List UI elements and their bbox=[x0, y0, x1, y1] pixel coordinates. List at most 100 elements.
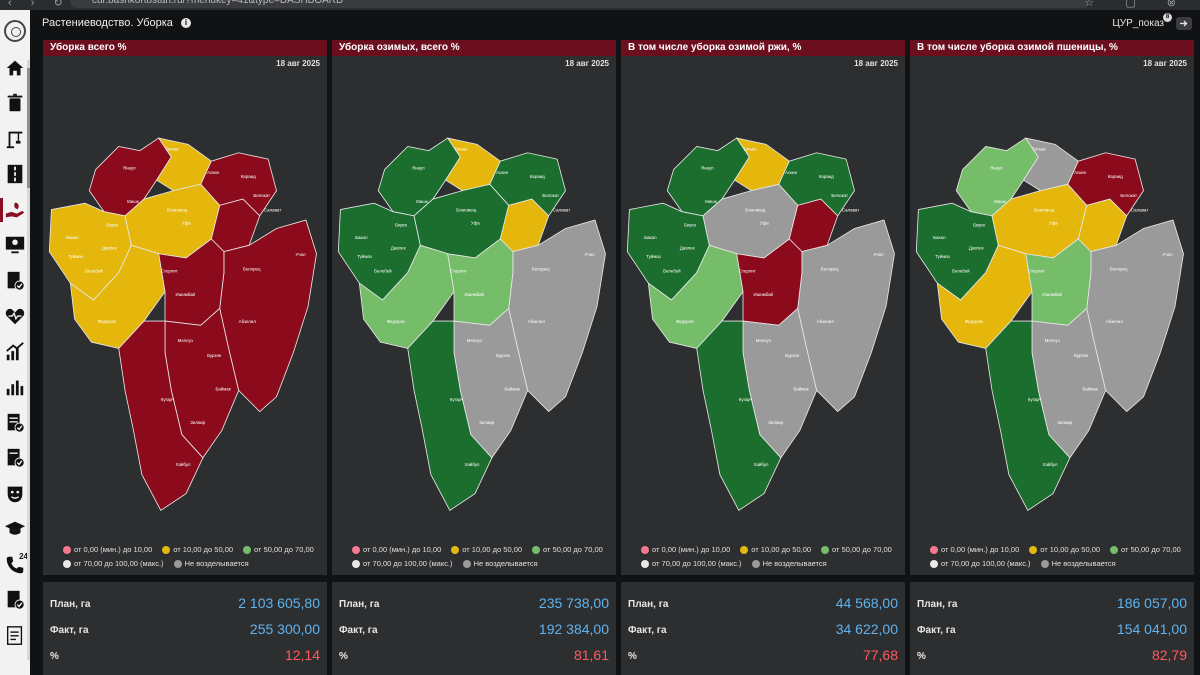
region-label: Учал bbox=[584, 252, 595, 257]
legend-item[interactable]: от 70,00 до 100,00 (макс.) bbox=[63, 559, 164, 568]
region-map[interactable]: Янаул Татыш Аскин Караид Белокат Салават Бакал… bbox=[332, 110, 616, 530]
region-label: Белокат bbox=[253, 193, 270, 198]
legend-dot-icon bbox=[352, 559, 360, 568]
document-check-icon[interactable] bbox=[0, 263, 30, 299]
region-label: Бирск bbox=[106, 222, 118, 227]
legend-item[interactable]: от 10,00 до 50,00 bbox=[451, 545, 522, 554]
legend-item[interactable]: Не возделывается bbox=[462, 559, 538, 568]
map-zone-s[interactable] bbox=[407, 320, 493, 511]
legend-label: Не возделывается bbox=[1051, 559, 1116, 568]
theater-mask-icon[interactable] bbox=[0, 476, 30, 512]
region-label: Бакал bbox=[644, 235, 657, 240]
stat-value: 12,14 bbox=[284, 647, 320, 663]
legend-item[interactable]: от 70,00 до 100,00 (макс.) bbox=[641, 559, 742, 568]
emblem-logo[interactable] bbox=[4, 20, 26, 42]
trash-bin-icon[interactable] bbox=[0, 86, 30, 122]
stat-label: План, га bbox=[917, 599, 958, 610]
legend-label: от 0,00 (мин.) до 10,00 bbox=[363, 545, 442, 554]
legend-item[interactable]: Не возделывается bbox=[751, 559, 827, 568]
legend-dot-icon bbox=[641, 545, 649, 554]
stats-card-1: План, га 2 103 605,80 Факт, га 255 300,00% 1… bbox=[43, 582, 327, 675]
heart-pulse-icon[interactable] bbox=[0, 299, 30, 335]
info-icon[interactable]: i bbox=[180, 18, 191, 28]
region-label: Белорец bbox=[532, 267, 550, 272]
legend-dot-icon bbox=[641, 559, 649, 568]
legend-item[interactable]: от 0,00 (мин.) до 10,00 bbox=[641, 545, 730, 554]
bar-chart-icon[interactable] bbox=[0, 370, 30, 406]
map-zone-sc[interactable] bbox=[158, 238, 225, 326]
region-label: Белорец bbox=[1110, 267, 1128, 272]
home-icon[interactable] bbox=[0, 50, 30, 86]
legend-label: от 70,00 до 100,00 (макс.) bbox=[941, 559, 1031, 568]
map-panel-2: Уборка озимых, всего % 18 авг 2025 Янаул Та… bbox=[332, 40, 616, 575]
stat-label: Факт, га bbox=[339, 625, 378, 636]
region-map[interactable]: Янаул Татыш Аскин Караид Белокат Салават Бакал… bbox=[621, 110, 905, 530]
graduation-cap-icon[interactable] bbox=[0, 512, 30, 548]
region-label: Бурзян bbox=[785, 353, 800, 358]
map-zone-sc[interactable] bbox=[1025, 238, 1092, 326]
legend-item[interactable]: от 50,00 до 70,00 bbox=[821, 545, 892, 554]
region-label: Салават bbox=[553, 208, 570, 213]
road-icon[interactable] bbox=[0, 157, 30, 193]
logout-button[interactable] bbox=[1176, 17, 1192, 30]
region-label: Белебей bbox=[952, 268, 970, 274]
report-check-icon[interactable] bbox=[0, 441, 30, 477]
region-label: Бурзян bbox=[207, 353, 222, 358]
legend-item[interactable]: от 70,00 до 100,00 (макс.) bbox=[930, 559, 1031, 568]
legend-item[interactable]: Не возделывается bbox=[1040, 559, 1116, 568]
legend-item[interactable]: от 10,00 до 50,00 bbox=[740, 545, 811, 554]
legend-label: от 10,00 до 50,00 bbox=[751, 545, 812, 554]
browser-action-icons[interactable]: ☆ ▢ ⊗ bbox=[1084, 0, 1190, 9]
sidebar-scrollbar-thumb[interactable] bbox=[27, 68, 30, 188]
approval-doc-icon[interactable] bbox=[0, 583, 30, 619]
map-zone-sc[interactable] bbox=[736, 238, 803, 326]
region-label: Янаул bbox=[123, 166, 136, 171]
region-label: Ишимбай bbox=[465, 291, 485, 297]
legend-dot-icon bbox=[930, 559, 938, 568]
region-label: Зилаир bbox=[1057, 420, 1073, 425]
phone-24-icon[interactable]: 24 bbox=[0, 547, 30, 583]
legend-item[interactable]: Не возделывается bbox=[173, 559, 249, 568]
legend-item[interactable]: от 10,00 до 50,00 bbox=[162, 545, 233, 554]
legend-item[interactable]: от 0,00 (мин.) до 10,00 bbox=[352, 545, 441, 554]
stat-label: Факт, га bbox=[50, 625, 89, 636]
legend-label: от 10,00 до 50,00 bbox=[1040, 545, 1101, 554]
stat-row-pct: % 81,61 bbox=[332, 643, 616, 669]
construction-crane-icon[interactable] bbox=[0, 121, 30, 157]
region-label: Салават bbox=[842, 208, 859, 213]
map-zone-s[interactable] bbox=[118, 320, 204, 511]
region-label: Давлек bbox=[680, 246, 695, 251]
hotline-24-label: 24 bbox=[19, 552, 28, 561]
legend-item[interactable]: от 50,00 до 70,00 bbox=[532, 545, 603, 554]
agriculture-hand-icon[interactable] bbox=[0, 192, 30, 228]
legend-item[interactable]: от 0,00 (мин.) до 10,00 bbox=[63, 545, 152, 554]
sidebar-scrollbar-track[interactable] bbox=[27, 60, 30, 660]
map-zone-s[interactable] bbox=[985, 320, 1071, 511]
region-map[interactable]: Янаул Татыш Аскин Караид Белокат Салават Бакал… bbox=[43, 110, 327, 530]
map-legend: от 0,00 (мин.) до 10,00 от 10,00 до 50,00… bbox=[930, 545, 1190, 573]
address-bar[interactable]: cur.bashkortostan.ru/?menukey=41&type=DA… bbox=[70, 0, 1090, 8]
region-label: Уфа bbox=[760, 220, 769, 225]
map-zone-s[interactable] bbox=[696, 320, 782, 511]
legend-item[interactable]: от 70,00 до 100,00 (макс.) bbox=[352, 559, 453, 568]
legend-item[interactable]: от 50,00 до 70,00 bbox=[243, 545, 314, 554]
region-label: Зилаир bbox=[768, 420, 784, 425]
map-panel-3: В том числе уборка озимой ржи, % 18 авг 2… bbox=[621, 40, 905, 575]
monitor-person-icon[interactable] bbox=[0, 228, 30, 264]
legend-item[interactable]: от 10,00 до 50,00 bbox=[1029, 545, 1100, 554]
browser-nav-icons[interactable]: ‹ › ↻ bbox=[8, 0, 71, 9]
legend-dot-icon bbox=[532, 545, 541, 554]
legend-item[interactable]: от 0,00 (мин.) до 10,00 bbox=[930, 545, 1019, 554]
region-label: Аскин bbox=[496, 170, 509, 175]
legend-label: от 0,00 (мин.) до 10,00 bbox=[74, 545, 153, 554]
user-name[interactable]: ЦУР_показ bbox=[1112, 18, 1164, 29]
document-list-icon[interactable] bbox=[0, 405, 30, 441]
checklist-icon[interactable] bbox=[0, 618, 30, 654]
growth-chart-icon[interactable] bbox=[0, 334, 30, 370]
region-label: Караид bbox=[241, 174, 256, 179]
map-zone-sc[interactable] bbox=[447, 238, 514, 326]
panel-title: В том числе уборка озимой ржи, % bbox=[621, 40, 905, 56]
region-map[interactable]: Янаул Татыш Аскин Караид Белокат Салават Бакал… bbox=[910, 110, 1194, 530]
legend-item[interactable]: от 50,00 до 70,00 bbox=[1110, 545, 1181, 554]
region-label: Белебей bbox=[663, 268, 681, 274]
